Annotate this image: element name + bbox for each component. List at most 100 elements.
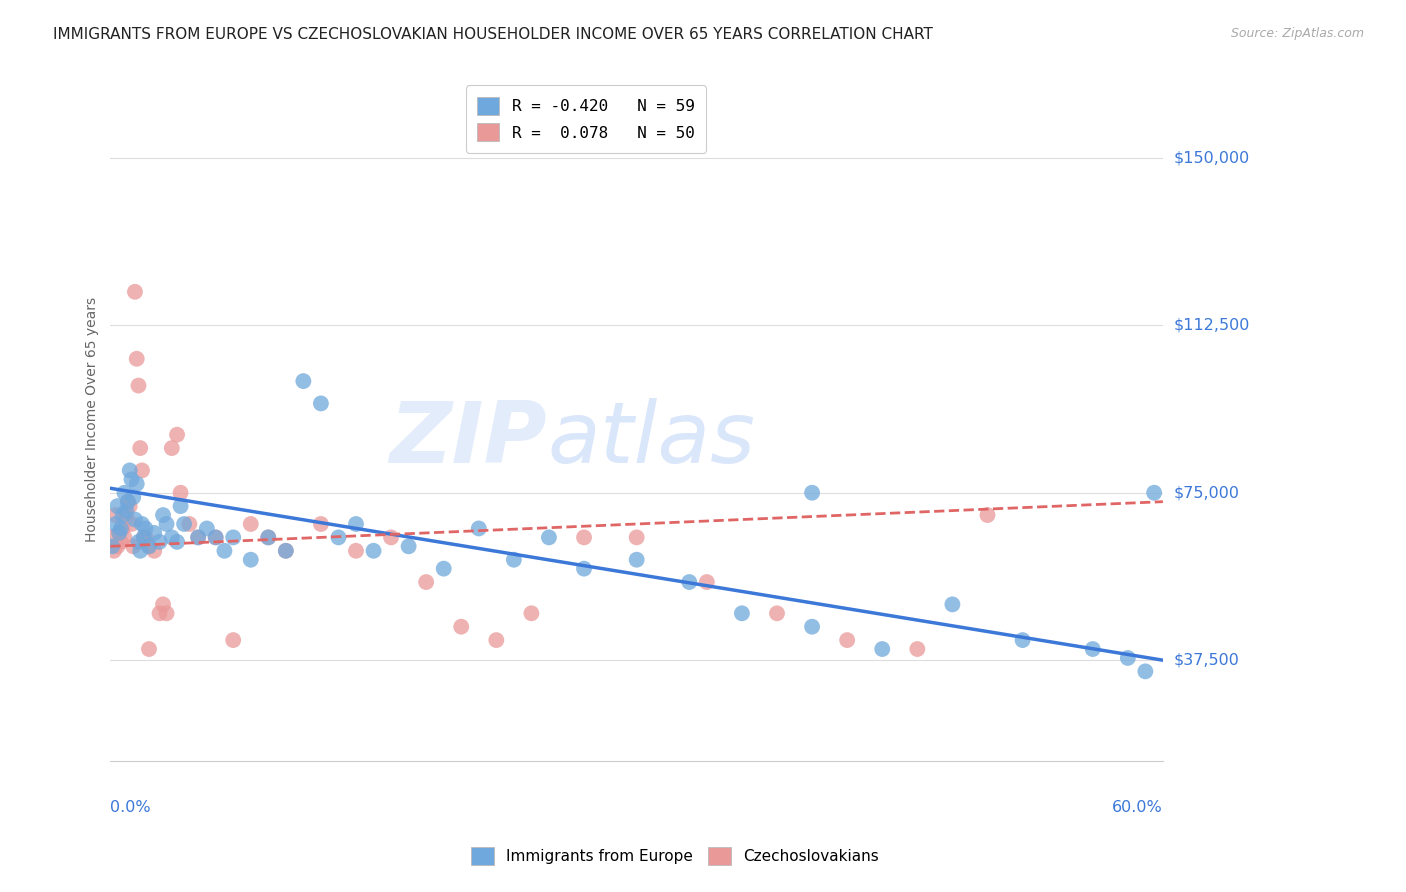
Point [222,530,245,544]
Point [344,516,367,531]
Point [187,530,209,544]
Legend: R = -0.420   N = 59, R =  0.078   N = 50: R = -0.420 N = 59, R = 0.078 N = 50 [465,86,706,153]
Point [239,552,262,566]
Point [125,476,148,491]
Point [801,620,824,634]
Point [1011,633,1033,648]
Point [485,633,508,648]
Point [363,543,385,558]
Text: $150,000: $150,000 [1174,151,1250,165]
Point [1143,485,1166,500]
Point [138,539,160,553]
Point [132,530,155,544]
Point [111,521,134,535]
Point [107,539,129,553]
Point [138,539,160,553]
Point [131,516,153,531]
Point [118,499,141,513]
Point [115,508,138,522]
Point [1135,665,1157,679]
Point [537,530,560,544]
Point [118,463,141,477]
Point [169,485,191,500]
Point [626,530,648,544]
Point [204,530,226,544]
Text: IMMIGRANTS FROM EUROPE VS CZECHOSLOVAKIAN HOUSEHOLDER INCOME OVER 65 YEARS CORRE: IMMIGRANTS FROM EUROPE VS CZECHOSLOVAKIA… [53,27,934,42]
Point [166,427,188,442]
Point [129,543,152,558]
Point [309,396,332,410]
Point [101,530,124,544]
Point [292,374,315,388]
Point [433,562,456,576]
Point [101,539,124,553]
Point [572,530,595,544]
Point [143,525,166,540]
Point [122,490,145,504]
Point [148,607,170,621]
Point [121,516,143,531]
Point [626,552,648,566]
Point [114,530,136,544]
Text: ZIP: ZIP [389,398,547,481]
Point [173,516,195,531]
Point [214,543,236,558]
Point [124,285,146,299]
Point [155,516,177,531]
Point [143,543,166,558]
Point [468,521,491,535]
Y-axis label: Householder Income Over 65 years: Householder Income Over 65 years [86,296,100,541]
Text: atlas: atlas [547,398,755,481]
Point [132,530,155,544]
Point [148,534,170,549]
Point [160,530,183,544]
Point [114,485,136,500]
Point [328,530,350,544]
Point [344,543,367,558]
Point [166,534,188,549]
Point [450,620,472,634]
Point [160,441,183,455]
Point [801,485,824,500]
Point [117,494,139,508]
Legend: Immigrants from Europe, Czechoslovakians: Immigrants from Europe, Czechoslovakians [464,841,886,871]
Point [152,598,174,612]
Text: Source: ZipAtlas.com: Source: ZipAtlas.com [1230,27,1364,40]
Point [110,521,132,535]
Point [111,508,134,522]
Point [257,530,280,544]
Point [187,530,209,544]
Point [678,575,700,590]
Point [115,503,138,517]
Point [380,530,402,544]
Point [766,607,789,621]
Point [138,642,160,657]
Point [103,543,125,558]
Point [195,521,218,535]
Point [572,562,595,576]
Point [398,539,420,553]
Point [122,539,145,553]
Point [239,516,262,531]
Point [127,378,149,392]
Point [696,575,718,590]
Point [134,521,156,535]
Point [1081,642,1104,657]
Point [905,642,928,657]
Point [134,530,156,544]
Point [1116,651,1139,665]
Point [117,494,139,508]
Point [152,508,174,522]
Point [124,512,146,526]
Point [309,516,332,531]
Point [222,633,245,648]
Point [870,642,893,657]
Point [976,508,998,522]
Point [131,463,153,477]
Point [108,525,131,540]
Point [129,441,152,455]
Text: 0.0%: 0.0% [111,799,150,814]
Point [108,525,131,540]
Text: $112,500: $112,500 [1174,318,1250,333]
Point [179,516,201,531]
